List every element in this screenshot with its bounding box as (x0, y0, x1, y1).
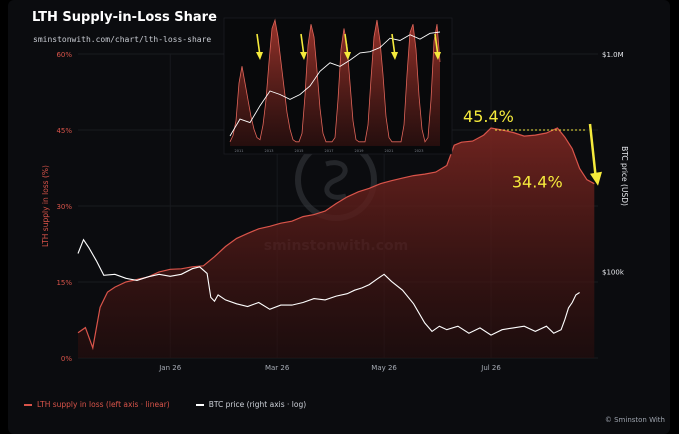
inset-x-tick: 2015 (295, 149, 304, 153)
lth-line (77, 127, 595, 351)
legend-item-btc: BTC price (right axis · log) (195, 400, 307, 409)
peak-annotation: 45.4% (463, 107, 514, 126)
right-tick-label: $1.0M (602, 51, 624, 59)
left-tick-label: 30% (56, 203, 72, 211)
inset-x-tick: 2017 (325, 149, 334, 153)
chart-title: LTH Supply-in-Loss Share (32, 10, 217, 25)
annotations: 45.4% 34.4% (463, 107, 602, 192)
copyright: © Sminston With (604, 416, 665, 424)
lth-swatch-icon (24, 403, 32, 406)
inset-x-tick: 2011 (235, 149, 244, 153)
inset-x-tick: 2019 (355, 149, 364, 153)
left-tick-label: 0% (61, 355, 72, 363)
inset-arrow-head-icon (300, 52, 307, 60)
lth-area-fill (78, 128, 595, 358)
btc-line (77, 238, 580, 336)
right-axis-title: BTC price (USD) (620, 146, 629, 206)
x-tick-label: Jan 26 (158, 364, 181, 372)
inset-arrow-head-icon (344, 52, 351, 60)
inset-arrow-head-icon (256, 52, 263, 60)
down-arrow-shaft-icon (588, 123, 598, 180)
down-arrow-head-icon (590, 171, 602, 186)
current-annotation: 34.4% (512, 173, 563, 192)
chart-source-url: sminstonwith.com/chart/lth-loss-share (33, 35, 212, 44)
inset-x-tick: 2021 (385, 149, 394, 153)
inset-x-tick: 2023 (415, 149, 424, 153)
right-tick-label: $100k (602, 268, 625, 276)
left-tick-label: 45% (56, 127, 72, 135)
left-axis-title: LTH supply in loss (%) (41, 165, 50, 247)
axes: 0% 15% 30% 45% 60% Jan 26 Mar 26 May 26 Jul 26 $1… (41, 51, 629, 372)
legend-btc-label: BTC price (right axis · log) (208, 400, 307, 409)
legend: LTH supply in loss (left axis · linear) … (24, 400, 306, 409)
inset-arrow-head-icon (391, 52, 398, 60)
inset-chart: 2011 2013 2015 2017 2019 2021 2023 (223, 17, 453, 155)
x-tick-label: Mar 26 (265, 364, 290, 372)
inset-arrow-head-icon (434, 52, 441, 60)
inset-area-fill (230, 20, 440, 146)
watermark-s-icon (324, 160, 348, 200)
x-tick-label: Jul 26 (480, 364, 501, 372)
btc-series (77, 238, 580, 336)
left-tick-label: 15% (56, 279, 72, 287)
x-tick-label: May 26 (371, 364, 397, 372)
legend-item-lth: LTH supply in loss (left axis · linear) (24, 400, 170, 409)
inset-lth-line (229, 18, 441, 143)
left-tick-label: 60% (56, 51, 72, 59)
btc-swatch-icon (195, 403, 204, 406)
legend-lth-label: LTH supply in loss (left axis · linear) (37, 400, 170, 409)
inset-x-tick: 2013 (265, 149, 274, 153)
inset-btc-line (229, 31, 441, 137)
lth-series (77, 127, 595, 358)
